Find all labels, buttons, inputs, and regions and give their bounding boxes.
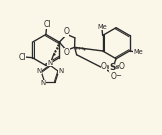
Text: O: O <box>101 62 107 71</box>
Text: −: − <box>115 73 121 79</box>
Text: S: S <box>110 63 116 72</box>
Text: Me: Me <box>97 23 107 30</box>
Text: O: O <box>64 48 70 57</box>
Text: O: O <box>110 72 116 81</box>
Text: N: N <box>36 68 42 74</box>
Text: N: N <box>40 80 46 86</box>
Text: Cl: Cl <box>18 53 26 62</box>
Text: O: O <box>119 62 125 71</box>
Text: N: N <box>58 68 63 74</box>
Text: O: O <box>63 27 69 36</box>
Text: N: N <box>47 60 52 66</box>
Text: Me: Me <box>133 49 143 55</box>
Text: Cl: Cl <box>44 20 51 28</box>
